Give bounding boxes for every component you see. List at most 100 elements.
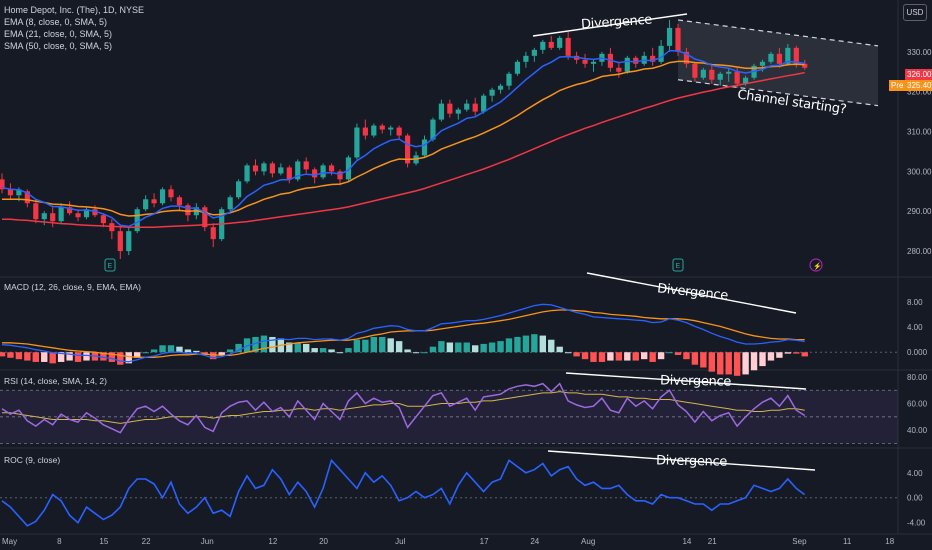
candle — [489, 89, 495, 96]
candle — [303, 161, 309, 170]
candle — [244, 165, 250, 182]
candle — [633, 57, 639, 64]
candle — [168, 189, 174, 198]
macd-histogram-bar — [531, 334, 538, 353]
macd-histogram-bar — [125, 352, 132, 364]
candle — [286, 167, 292, 180]
candle — [202, 207, 208, 228]
macd-histogram-bar — [759, 352, 766, 367]
candle — [557, 37, 563, 48]
candle — [726, 71, 732, 74]
macd-histogram-bar — [632, 352, 639, 361]
price-axis-tick: 330.00 — [907, 48, 932, 57]
candle — [624, 57, 630, 72]
macd-histogram-bar — [252, 336, 259, 353]
candle — [134, 209, 140, 232]
macd-histogram-bar — [24, 352, 31, 361]
macd-histogram-bar — [548, 339, 555, 353]
macd-histogram-bar — [49, 352, 56, 364]
candle — [371, 125, 377, 136]
candle — [582, 59, 588, 64]
candle — [67, 207, 73, 214]
earnings-icon — [104, 258, 116, 272]
macd-histogram-bar — [649, 352, 656, 362]
time-axis-tick: 8 — [57, 537, 62, 546]
price-divergence-line — [532, 13, 688, 37]
time-axis-tick: May — [2, 537, 17, 546]
currency-button[interactable]: USD — [903, 4, 927, 21]
candle — [109, 223, 115, 232]
macd-histogram-bar — [742, 352, 749, 375]
macd-histogram-bar — [66, 352, 73, 361]
pre-market-label: Pre — [889, 80, 906, 91]
candle — [666, 27, 673, 46]
macd-histogram-bar — [57, 352, 65, 362]
candle — [337, 171, 343, 180]
rsi-axis-tick: 40.00 — [907, 426, 928, 435]
roc-pane-label[interactable]: ROC (9, close) — [4, 455, 61, 465]
rsi-axis-tick: 60.00 — [907, 400, 928, 409]
macd-histogram-bar — [294, 342, 301, 353]
macd-histogram-bar — [395, 341, 403, 353]
roc-axis-tick: -4.00 — [907, 519, 926, 528]
macd-histogram-bar — [463, 342, 470, 353]
candle — [236, 181, 242, 198]
candle — [117, 231, 123, 252]
channel-lower-line — [677, 79, 879, 107]
candle — [472, 103, 478, 112]
macd-histogram-bar — [472, 345, 479, 353]
macd-histogram-bar — [615, 352, 623, 361]
macd-histogram-bar — [750, 352, 758, 371]
macd-histogram-bar — [218, 352, 225, 356]
candle — [252, 165, 259, 172]
macd-histogram-bar — [15, 352, 23, 360]
macd-histogram-bar — [328, 349, 335, 353]
candle — [388, 127, 394, 130]
candle — [700, 69, 706, 78]
macd-histogram-bar — [404, 349, 411, 353]
candle — [405, 135, 411, 164]
candle — [41, 213, 47, 220]
candle — [159, 189, 166, 204]
candle — [83, 209, 90, 218]
macd-histogram-bar — [590, 352, 597, 362]
time-axis-tick: 14 — [682, 537, 691, 546]
macd-axis-tick: 8.00 — [907, 298, 923, 307]
macd-histogram-bar — [700, 352, 707, 368]
candle — [650, 55, 656, 62]
macd-histogram-bar — [598, 352, 606, 362]
macd-histogram-bar — [370, 336, 377, 353]
dividend-icon — [809, 258, 823, 272]
candle — [320, 165, 326, 178]
macd-histogram-bar — [708, 352, 715, 372]
time-axis-tick: 21 — [708, 537, 717, 546]
macd-histogram-bar — [117, 352, 124, 365]
rsi-divergence-line — [565, 372, 807, 390]
macd-histogram-bar — [345, 348, 352, 353]
macd-pane-label[interactable]: MACD (12, 26, close, 9, EMA, EMA) — [4, 282, 141, 292]
time-axis-tick: 24 — [530, 537, 539, 546]
macd-histogram-bar — [455, 342, 462, 353]
macd-histogram-bar — [235, 343, 242, 353]
candle — [506, 73, 512, 86]
rsi-pane-label[interactable]: RSI (14, close, SMA, 14, 2) — [4, 376, 107, 386]
macd-histogram-bar — [539, 335, 546, 353]
candle — [379, 125, 385, 130]
earnings-icon — [672, 258, 684, 272]
ema21-legend[interactable]: EMA (21, close, 0, SMA, 5) — [4, 29, 113, 39]
macd-histogram-bar — [303, 343, 310, 353]
macd-histogram-bar — [429, 346, 437, 353]
candle — [590, 61, 597, 64]
price-axis-tick: 310.00 — [907, 128, 932, 137]
candle — [396, 127, 402, 136]
candle — [430, 119, 436, 140]
candle — [438, 103, 444, 120]
candle — [717, 73, 723, 80]
candle — [278, 167, 284, 174]
macd-histogram-bar — [767, 352, 775, 361]
candle — [185, 205, 191, 216]
macd-histogram-bar — [193, 350, 200, 353]
sma50-legend[interactable]: SMA (50, close, 0, SMA, 5) — [4, 41, 113, 51]
ema8-legend[interactable]: EMA (8, close, 0, SMA, 5) — [4, 17, 108, 27]
